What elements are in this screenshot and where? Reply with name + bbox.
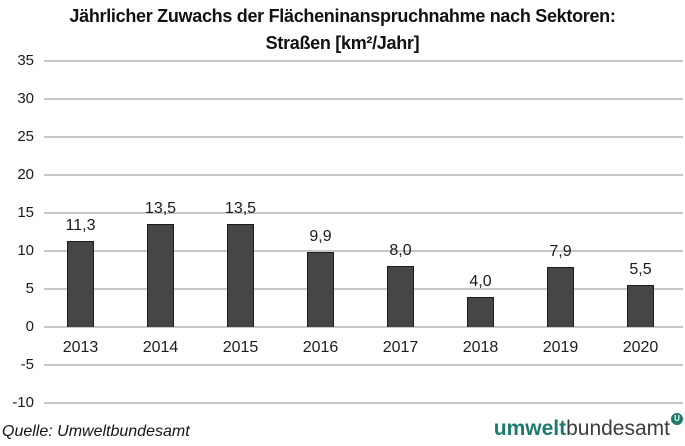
y-tick-label: 35 xyxy=(17,52,34,69)
x-tick-label: 2016 xyxy=(302,339,339,356)
bar-value-label: 13,5 xyxy=(144,200,177,218)
gridline xyxy=(44,60,683,62)
gridline xyxy=(44,136,683,138)
y-tick-label: -5 xyxy=(20,356,34,373)
y-tick-label: 5 xyxy=(25,280,34,297)
uba-logo-mark-icon: U xyxy=(671,413,683,425)
y-tick-label: -10 xyxy=(12,394,34,411)
gridline xyxy=(44,326,683,328)
gridline xyxy=(44,212,683,214)
chart-title-line2: Straßen [km²/Jahr] xyxy=(265,33,420,53)
uba-logo-bundesamt: bundesamt xyxy=(566,417,670,440)
y-tick-label: 10 xyxy=(17,242,34,259)
x-tick-label: 2019 xyxy=(542,339,579,356)
gridline xyxy=(44,174,683,176)
bar-value-label: 8,0 xyxy=(389,242,412,260)
bar-value-label: 13,5 xyxy=(224,200,257,218)
bar xyxy=(467,296,494,327)
source-note: Quelle: Umweltbundesamt xyxy=(2,423,190,440)
bar-value-label: 7,9 xyxy=(549,242,572,260)
uba-logo: umweltbundesamt U xyxy=(493,413,683,441)
bar xyxy=(387,266,414,327)
y-tick-label: 30 xyxy=(17,90,34,107)
chart-title: Jährlicher Zuwachs der Flächeninanspruch… xyxy=(0,3,685,57)
gridline xyxy=(44,288,683,290)
bar-value-label: 11,3 xyxy=(65,217,96,235)
x-tick-label: 2018 xyxy=(462,339,499,356)
bar xyxy=(547,266,574,327)
gridline xyxy=(44,402,683,404)
bar xyxy=(147,224,174,327)
x-tick-label: 2020 xyxy=(622,339,659,356)
gridline xyxy=(44,98,683,100)
y-tick-label: 25 xyxy=(17,128,34,145)
x-tick-label: 2013 xyxy=(62,339,99,356)
x-tick-label: 2014 xyxy=(142,339,179,356)
bar-value-label: 5,5 xyxy=(629,261,652,279)
y-tick-label: 15 xyxy=(17,204,34,221)
y-tick-label: 20 xyxy=(17,166,34,183)
x-tick-label: 2017 xyxy=(382,339,419,356)
y-tick-label: 0 xyxy=(25,318,34,335)
bar xyxy=(67,241,94,327)
gridline xyxy=(44,250,683,252)
bar xyxy=(227,224,254,327)
bar xyxy=(627,285,654,327)
bar-value-label: 4,0 xyxy=(469,272,492,290)
gridline xyxy=(44,364,683,366)
chart-title-line1: Jährlicher Zuwachs der Flächeninanspruch… xyxy=(69,6,616,26)
x-tick-label: 2015 xyxy=(222,339,259,356)
bar-value-label: 9,9 xyxy=(309,227,332,245)
uba-logo-umwelt: umwelt xyxy=(493,417,567,440)
bar xyxy=(307,251,334,327)
